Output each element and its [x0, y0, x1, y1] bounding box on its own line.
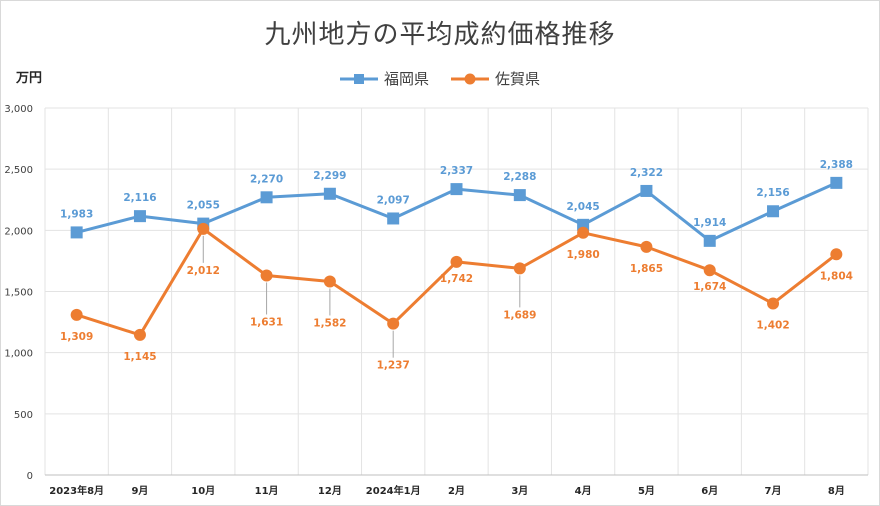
data-label-saga: 1,980	[567, 249, 600, 261]
data-label-fukuoka: 2,045	[567, 201, 600, 213]
chart-title: 九州地方の平均成約価格推移	[264, 20, 616, 50]
data-label-fukuoka: 2,270	[250, 173, 283, 185]
data-point-fukuoka	[133, 210, 146, 223]
x-tick-label: 9月	[131, 485, 148, 497]
data-point-saga	[450, 255, 463, 268]
x-tick-label: 8月	[828, 485, 845, 497]
data-point-saga	[513, 262, 526, 275]
data-label-saga: 1,582	[313, 317, 346, 329]
data-label-saga: 1,402	[756, 319, 789, 331]
data-label-fukuoka: 2,299	[313, 170, 346, 182]
x-tick-label: 2023年8月	[49, 484, 104, 497]
data-point-saga	[830, 248, 843, 261]
data-label-fukuoka: 2,055	[187, 200, 220, 212]
data-label-saga: 1,742	[440, 273, 473, 285]
data-point-fukuoka	[387, 212, 400, 225]
data-label-saga: 1,309	[60, 331, 93, 343]
data-label-saga: 1,689	[503, 309, 536, 321]
data-label-saga: 1,865	[630, 263, 663, 275]
data-point-saga	[577, 226, 590, 239]
data-label-fukuoka: 1,983	[60, 208, 93, 220]
legend-label-fukuoka: 福岡県	[383, 70, 429, 88]
y-tick-label: 2,000	[4, 226, 33, 237]
data-point-fukuoka	[513, 189, 526, 202]
x-tick-label: 5月	[638, 485, 655, 497]
data-point-saga	[767, 297, 780, 310]
data-point-saga	[387, 317, 400, 330]
y-tick-label: 2,500	[4, 165, 33, 176]
x-tick-label: 2024年1月	[366, 484, 421, 497]
data-label-fukuoka: 2,097	[377, 194, 410, 206]
data-label-fukuoka: 2,116	[123, 192, 156, 204]
data-point-saga	[640, 240, 653, 253]
legend-marker-saga	[451, 73, 489, 84]
data-label-saga: 1,674	[693, 281, 726, 293]
legend-marker-fukuoka	[339, 73, 378, 84]
data-point-fukuoka	[640, 184, 653, 197]
y-tick-label: 500	[14, 410, 33, 421]
x-tick-label: 3月	[511, 485, 528, 497]
y-tick-label: 3,000	[4, 104, 33, 115]
y-tick-label: 1,000	[4, 349, 33, 360]
data-point-saga	[260, 269, 273, 282]
data-point-saga	[70, 308, 83, 321]
y-tick-label: 0	[27, 471, 33, 482]
data-label-fukuoka: 2,156	[756, 187, 789, 199]
data-label-saga: 1,631	[250, 316, 283, 328]
data-point-fukuoka	[767, 205, 780, 218]
legend-item-saga: 佐賀県	[451, 68, 540, 89]
data-point-saga	[323, 275, 336, 288]
data-label-fukuoka: 2,288	[503, 171, 536, 183]
x-tick-label: 4月	[575, 485, 592, 497]
data-label-fukuoka: 1,914	[693, 217, 726, 229]
data-point-fukuoka	[260, 191, 273, 204]
data-label-saga: 1,145	[123, 351, 156, 363]
data-point-fukuoka	[703, 234, 716, 247]
data-point-fukuoka	[323, 187, 336, 200]
data-point-fukuoka	[450, 183, 463, 196]
data-point-fukuoka	[70, 226, 83, 239]
y-axis-unit-label: 万円	[16, 71, 43, 86]
data-label-fukuoka: 2,388	[820, 159, 853, 171]
data-point-saga	[703, 264, 716, 277]
legend-label-saga: 佐賀県	[495, 70, 541, 88]
data-label-saga: 1,237	[377, 360, 410, 372]
data-label-saga: 1,804	[820, 270, 853, 282]
x-tick-label: 12月	[318, 485, 342, 497]
legend-item-fukuoka: 福岡県	[339, 68, 429, 89]
x-tick-label: 6月	[701, 485, 718, 497]
x-tick-label: 10月	[191, 485, 215, 497]
data-label-saga: 2,012	[187, 265, 220, 277]
data-point-saga	[197, 222, 210, 235]
x-tick-label: 2月	[448, 485, 465, 497]
data-label-fukuoka: 2,337	[440, 165, 473, 177]
data-label-fukuoka: 2,322	[630, 167, 663, 179]
x-tick-label: 11月	[255, 485, 279, 497]
data-point-saga	[133, 328, 146, 341]
x-tick-label: 7月	[765, 485, 782, 497]
data-point-fukuoka	[830, 176, 843, 189]
legend: 福岡県 佐賀県	[0, 68, 880, 89]
y-tick-label: 1,500	[4, 288, 33, 299]
